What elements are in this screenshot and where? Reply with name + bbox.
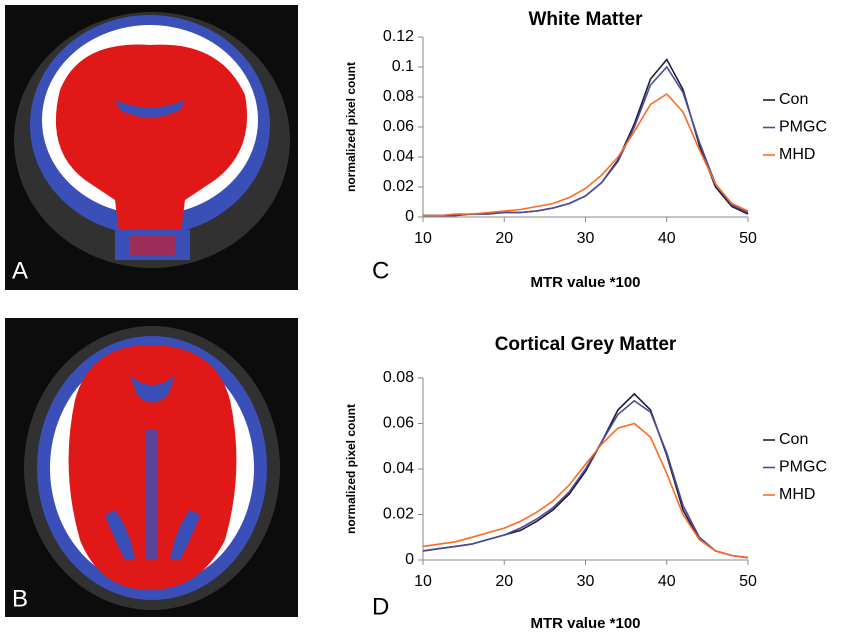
legend-label: Con [779,431,808,448]
series-line [423,67,748,216]
legend-label: PMGC [779,459,827,476]
x-tick-label: 50 [739,573,757,590]
figure: A B C D White Matter MTR value *100 normal… [0,0,854,637]
legend-label: MHD [779,146,815,163]
x-tick-label: 20 [495,573,513,590]
x-tick-label: 40 [658,573,676,590]
brain-image-a: A [5,5,298,290]
y-tick-label: 0.06 [383,118,414,135]
panel-label: D [372,593,389,620]
y-tick-label: 0.06 [383,415,414,432]
panel-label: B [12,585,28,612]
x-tick-label: 30 [577,230,595,247]
y-tick-label: 0 [405,208,414,225]
legend-label: Con [779,91,808,108]
brain-image-b: B [5,318,298,617]
x-axis-label: MTR value *100 [530,615,640,632]
y-tick-label: 0.1 [392,58,414,75]
y-tick-label: 0.08 [383,88,414,105]
x-tick-label: 50 [739,230,757,247]
x-tick-label: 20 [495,230,513,247]
panel-label: C [372,257,389,284]
x-tick-label: 40 [658,230,676,247]
series-line [423,401,748,558]
y-tick-label: 0.02 [383,178,414,195]
series-line [423,94,748,216]
y-tick-label: 0.02 [383,506,414,523]
x-axis-label: MTR value *100 [530,274,640,291]
series-line [423,60,748,216]
chart-title: White Matter [529,9,644,30]
legend-label: MHD [779,486,815,503]
x-tick-label: 10 [414,230,432,247]
y-tick-label: 0.12 [383,28,414,45]
y-tick-label: 0.04 [383,148,414,165]
y-tick-label: 0.04 [383,460,414,477]
legend-label: PMGC [779,119,827,136]
x-tick-label: 10 [414,573,432,590]
y-tick-label: 0.08 [383,369,414,386]
y-axis-label: normalized pixel count [344,62,358,192]
series-line [423,394,748,558]
chart-title: Cortical Grey Matter [495,334,677,355]
y-axis-label: normalized pixel count [344,404,358,534]
panel-label: A [12,257,28,284]
x-tick-label: 30 [577,573,595,590]
y-tick-label: 0 [405,551,414,568]
